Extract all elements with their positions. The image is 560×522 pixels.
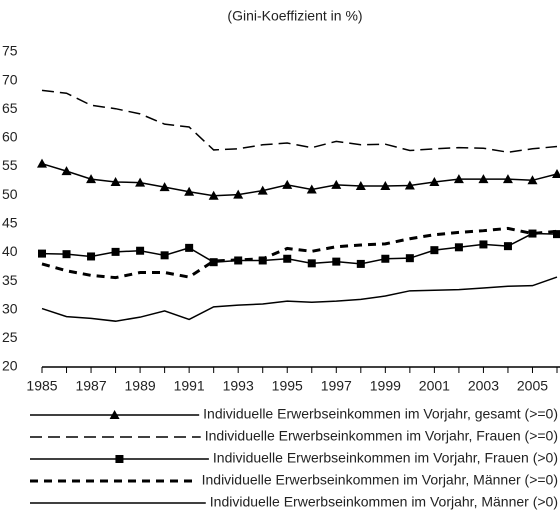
marker bbox=[332, 257, 341, 266]
y-tick-label: 20 bbox=[2, 358, 18, 374]
marker bbox=[356, 259, 365, 268]
y-tick-label: 55 bbox=[2, 157, 18, 173]
marker bbox=[307, 259, 316, 268]
marker bbox=[552, 168, 560, 178]
x-tick-label: 1985 bbox=[26, 378, 57, 394]
y-tick-label: 35 bbox=[2, 272, 18, 288]
marker bbox=[209, 258, 218, 267]
marker bbox=[405, 254, 414, 263]
series-line bbox=[41, 226, 558, 280]
marker bbox=[38, 249, 46, 258]
marker bbox=[208, 190, 219, 200]
marker bbox=[404, 180, 415, 190]
series-line bbox=[41, 232, 558, 265]
marker bbox=[380, 181, 391, 191]
marker bbox=[527, 175, 538, 185]
marker bbox=[381, 254, 390, 263]
marker bbox=[109, 410, 120, 419]
marker bbox=[159, 182, 170, 192]
marker bbox=[282, 179, 293, 189]
y-tick-label: 25 bbox=[2, 329, 18, 345]
marker bbox=[479, 240, 488, 249]
legend-label: Individuelle Erwerbseinkommen im Vorjahr… bbox=[202, 472, 558, 488]
marker bbox=[283, 254, 292, 263]
legend-label: Individuelle Erwerbseinkommen im Vorjahr… bbox=[213, 450, 558, 466]
marker bbox=[87, 252, 96, 261]
series-line bbox=[41, 89, 558, 153]
chart-title: (Gini-Koeffizient in %) bbox=[227, 8, 362, 24]
marker bbox=[553, 230, 560, 239]
marker bbox=[430, 246, 439, 255]
marker bbox=[257, 185, 268, 195]
marker bbox=[111, 247, 120, 256]
x-tick-label: 1987 bbox=[75, 378, 106, 394]
marker bbox=[503, 242, 512, 251]
marker bbox=[502, 174, 513, 184]
marker bbox=[61, 166, 72, 176]
y-tick-label: 75 bbox=[2, 43, 18, 59]
marker bbox=[136, 246, 145, 255]
x-tick-label: 1991 bbox=[174, 378, 205, 394]
marker bbox=[86, 174, 97, 184]
marker bbox=[331, 179, 342, 189]
y-tick-label: 30 bbox=[2, 300, 18, 316]
marker bbox=[37, 158, 47, 168]
legend-label: Individuelle Erwerbseinkommen im Vorjahr… bbox=[203, 406, 558, 422]
y-tick-label: 65 bbox=[2, 100, 18, 116]
legend-label: Individuelle Erwerbseinkommen im Vorjahr… bbox=[210, 494, 558, 510]
y-tick-label: 40 bbox=[2, 243, 18, 259]
marker bbox=[355, 181, 366, 191]
marker bbox=[478, 174, 489, 184]
marker bbox=[454, 243, 463, 252]
marker bbox=[110, 177, 121, 187]
series-line bbox=[41, 276, 558, 322]
x-tick-label: 1989 bbox=[125, 378, 156, 394]
x-tick-label: 2001 bbox=[419, 378, 450, 394]
legend-label: Individuelle Erwerbseinkommen im Vorjahr… bbox=[205, 428, 558, 444]
marker bbox=[115, 455, 124, 463]
marker bbox=[62, 250, 71, 259]
y-tick-label: 45 bbox=[2, 215, 18, 231]
y-tick-label: 60 bbox=[2, 129, 18, 145]
marker bbox=[135, 177, 146, 187]
marker bbox=[160, 251, 169, 260]
marker bbox=[184, 186, 195, 196]
x-tick-label: 1997 bbox=[321, 378, 352, 394]
x-tick-label: 1995 bbox=[272, 378, 303, 394]
marker bbox=[528, 229, 537, 238]
series-line bbox=[41, 162, 558, 197]
marker bbox=[429, 177, 440, 187]
marker bbox=[185, 243, 194, 252]
marker bbox=[233, 189, 244, 199]
marker bbox=[306, 184, 317, 194]
x-tick-label: 1999 bbox=[370, 378, 401, 394]
marker bbox=[258, 256, 267, 265]
x-tick-label: 1993 bbox=[223, 378, 254, 394]
x-tick-label: 2003 bbox=[468, 378, 499, 394]
y-tick-label: 50 bbox=[2, 186, 18, 202]
x-tick-label: 2005 bbox=[517, 378, 548, 394]
marker bbox=[453, 174, 464, 184]
y-tick-label: 70 bbox=[2, 71, 18, 87]
